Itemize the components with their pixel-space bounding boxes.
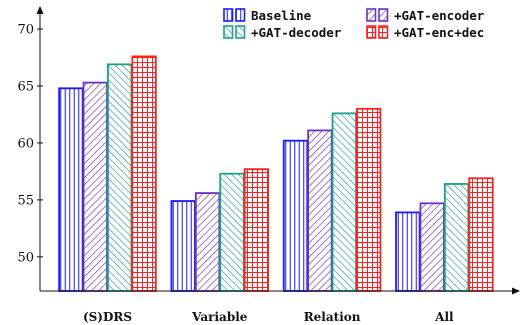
- bar-baseline-variable: [170, 200, 196, 292]
- bars-layer: [58, 55, 494, 292]
- legend-label: Baseline: [251, 8, 312, 23]
- legend-swatch: [235, 25, 246, 39]
- legend-label: +GAT-encoder: [394, 8, 485, 23]
- legend-label: +GAT-enc+dec: [394, 25, 484, 40]
- bar-gat-encoder-variable: [194, 192, 221, 292]
- axes-layer: [36, 6, 520, 295]
- x-category-label: Variable: [191, 310, 248, 324]
- bar-gat-encoder-s-drs: [82, 81, 108, 292]
- y-tick-label: 65: [17, 80, 34, 95]
- legend-item: +GAT-enc+dec: [366, 25, 484, 40]
- y-tick-label: 60: [17, 136, 34, 151]
- bar-baseline-all: [395, 211, 421, 292]
- legend-swatch: [223, 25, 234, 39]
- legend: Baseline +GAT-encoder +GAT-decoder +GAT-enc…: [223, 8, 485, 40]
- legend-swatch: [223, 8, 234, 22]
- x-category-label: (S)DRS: [83, 310, 132, 324]
- bar-gat-enc-dec-variable: [243, 168, 270, 292]
- legend-swatch: [366, 8, 377, 22]
- bar-gat-enc-dec-relation: [356, 107, 382, 292]
- y-ticks-layer: 50 55 60 65 70: [17, 23, 43, 265]
- y-axis-arrowhead: [36, 6, 44, 14]
- legend-swatch: [378, 8, 389, 22]
- x-labels-layer: (S)DRS Variable Relation All: [83, 310, 454, 324]
- bar-gat-enc-dec-all: [468, 177, 494, 292]
- legend-swatch: [235, 8, 246, 22]
- bar-gat-decoder-s-drs: [107, 63, 133, 292]
- x-category-label: All: [434, 310, 454, 324]
- x-axis-arrowhead: [512, 287, 520, 295]
- y-tick-label: 55: [17, 193, 34, 208]
- x-category-label: Relation: [304, 310, 361, 324]
- legend-item: Baseline: [223, 8, 312, 23]
- bar-baseline-relation: [282, 139, 309, 292]
- bar-baseline-s-drs: [58, 87, 84, 292]
- legend-swatch: [366, 25, 377, 39]
- legend-item: +GAT-decoder: [223, 25, 342, 40]
- y-tick-label: 50: [17, 250, 34, 265]
- bar-gat-decoder-variable: [219, 172, 245, 292]
- bar-gat-enc-dec-s-drs: [131, 55, 157, 292]
- legend-label: +GAT-decoder: [251, 25, 342, 40]
- bar-gat-decoder-all: [443, 183, 470, 292]
- bar-gat-encoder-all: [419, 202, 445, 292]
- bar-gat-decoder-relation: [331, 112, 357, 292]
- legend-item: +GAT-encoder: [366, 8, 485, 23]
- y-tick-label: 70: [17, 23, 34, 38]
- bar-gat-encoder-relation: [307, 129, 333, 292]
- legend-swatch: [378, 25, 389, 39]
